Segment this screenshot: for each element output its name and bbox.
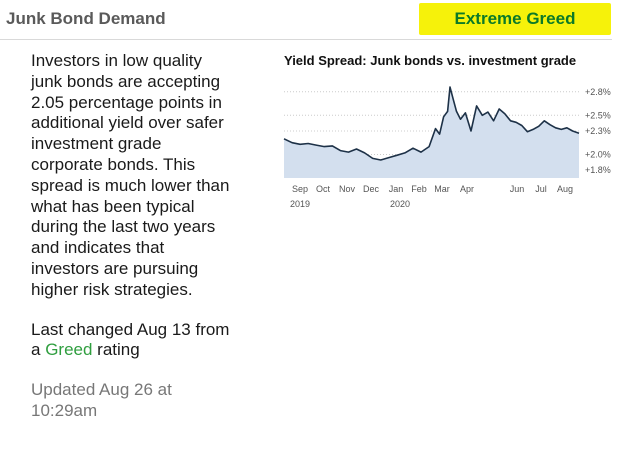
y-tick-label: +2.3%	[585, 126, 611, 136]
spread-line	[283, 86, 580, 161]
rating-badge: Extreme Greed	[419, 3, 611, 35]
indicator-description: Investors in low quality junk bonds are …	[31, 51, 231, 422]
updated-timestamp: Updated Aug 26 at 10:29am	[31, 380, 172, 420]
x-tick-label: Dec	[363, 184, 380, 194]
y-tick-label: +1.8%	[585, 165, 611, 175]
indicator-title: Junk Bond Demand	[6, 9, 166, 28]
x-tick-label: Sep	[292, 184, 308, 194]
x-tick-label: Feb	[411, 184, 427, 194]
last-changed-prefix: Last changed Aug 13 from a	[31, 319, 230, 360]
y-tick-label: +2.0%	[585, 149, 611, 159]
x-tick-label: Mar	[434, 184, 450, 194]
yield-spread-chart: Yield Spread: Junk bonds vs. investment …	[282, 50, 612, 220]
y-tick-label: +2.8%	[585, 87, 611, 97]
last-changed-suffix: rating	[92, 340, 140, 360]
x-tick-label: Apr	[460, 184, 474, 194]
last-changed-text: Last changed Aug 13 from a Greed rating	[31, 320, 231, 362]
description-text: Investors in low quality junk bonds are …	[31, 51, 230, 299]
x-tick-label: Aug	[557, 184, 573, 194]
chart-svg: +2.8% +2.5% +2.3% +2.0% +1.8% Sep Oct Nov Dec Ja…	[283, 86, 611, 209]
indicator-header: Junk Bond Demand Extreme Greed	[0, 0, 612, 40]
x-year-label: 2020	[390, 199, 410, 209]
x-tick-label: Nov	[339, 184, 356, 194]
y-axis: +2.8% +2.5% +2.3% +2.0% +1.8%	[585, 87, 611, 175]
x-tick-label: Jan	[389, 184, 404, 194]
x-axis: Sep Oct Nov Dec Jan Feb Mar Apr Jun Jul Aug 2019 202…	[290, 184, 573, 209]
x-tick-label: Jul	[535, 184, 547, 194]
x-tick-label: Oct	[316, 184, 331, 194]
x-tick-label: Jun	[510, 184, 525, 194]
chart-title: Yield Spread: Junk bonds vs. investment …	[284, 53, 577, 68]
y-tick-label: +2.5%	[585, 110, 611, 120]
x-year-label: 2019	[290, 199, 310, 209]
previous-rating: Greed	[45, 340, 93, 360]
spread-area	[284, 87, 579, 178]
